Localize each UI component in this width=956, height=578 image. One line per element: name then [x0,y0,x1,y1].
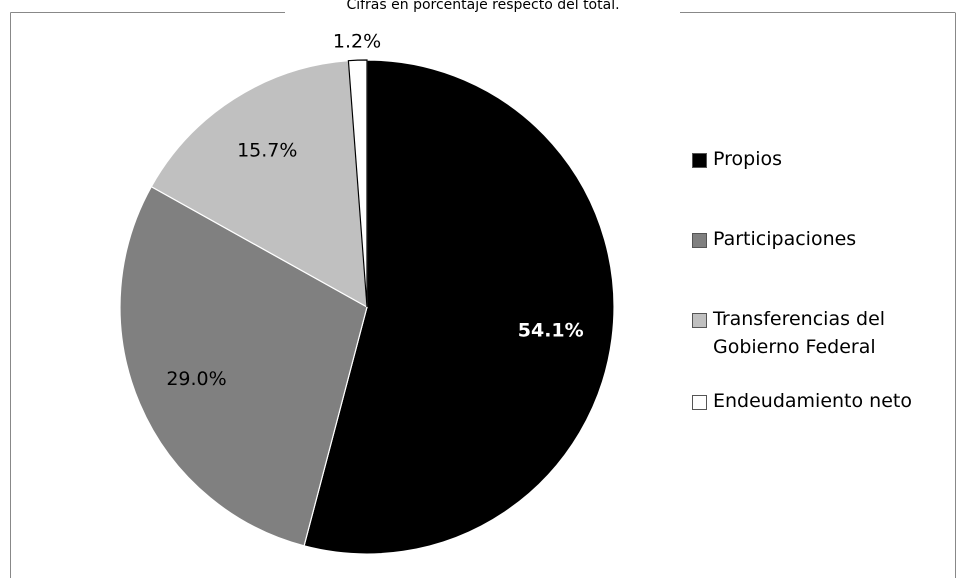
data-label: 54.1% [518,319,584,341]
legend-item: Propios [692,148,917,173]
chart-subtitle: Cifras en porcentaje respecto del total. [346,0,619,13]
legend-label: Participaciones [713,228,857,250]
legend-label: Transferencias del Gobierno Federal [713,308,886,358]
pie-slice [303,59,615,555]
pie-slice [119,185,368,547]
legend-swatch [692,233,707,248]
subtitle-bg [285,0,680,16]
pie-slice [347,59,368,308]
legend-label: Endeudamiento neto [713,390,912,412]
legend-swatch [692,153,707,168]
data-label: 1.2% [333,31,381,53]
pie-slice [150,60,368,309]
legend-label: Propios [713,148,783,170]
legend-item: Transferencias del Gobierno Federal [692,308,917,361]
legend-swatch [692,313,707,328]
legend-item: Participaciones [692,228,917,253]
data-label: 29.0% [166,368,226,390]
legend-item: Endeudamiento neto [692,390,917,415]
legend-swatch [692,395,707,410]
data-label: 15.7% [237,139,297,161]
